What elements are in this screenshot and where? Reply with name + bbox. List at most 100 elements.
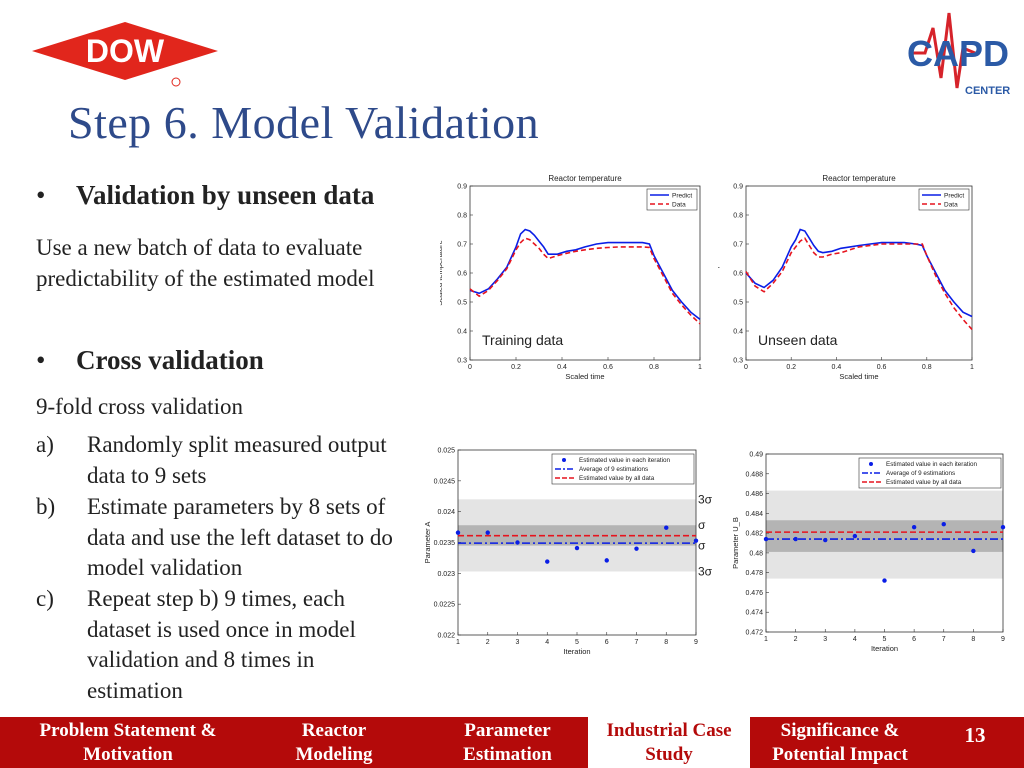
legend-box bbox=[858, 457, 1002, 489]
x-tick-label: 0.2 bbox=[511, 364, 521, 371]
y-tick-label: 0.025 bbox=[437, 448, 455, 455]
parameter-ub-chart: 1 2 3 4 5 6 7 8 9 0.472 0.474 0.476 0.478 0.48 0.482 0.… bbox=[731, 452, 1006, 653]
y-tick-label: 0.6 bbox=[457, 271, 467, 278]
legend-label: Estimated value in each iteration bbox=[579, 457, 671, 464]
y-tick-label: 0.024 bbox=[437, 509, 455, 516]
y-tick-label: 0.6 bbox=[733, 271, 743, 278]
bullet-text: Validation by unseen data bbox=[76, 180, 375, 210]
nav-reactor-modeling[interactable]: Reactor Modeling bbox=[295, 719, 373, 765]
y-axis-label: Scaled temperature bbox=[440, 240, 444, 305]
cv-subtitle: 9-fold cross validation bbox=[36, 394, 243, 419]
legend-label: Estimated value in each iteration bbox=[886, 461, 978, 468]
series-line-1 bbox=[745, 237, 973, 331]
capd-logo: CAPD CENTER bbox=[907, 12, 1010, 97]
data-point bbox=[941, 522, 946, 527]
x-axis-label: Scaled time bbox=[565, 372, 604, 381]
data-point bbox=[911, 524, 917, 530]
y-tick-label: 0.4 bbox=[457, 329, 467, 336]
chart-annotation: Unseen data bbox=[758, 332, 838, 348]
step-text: Randomly split measured output data to 9… bbox=[87, 432, 387, 488]
x-tick-label: 6 bbox=[605, 639, 609, 646]
legend-label: Average of 9 estimations bbox=[886, 470, 955, 477]
unseen-temperature-chart: 0 0.2 0.4 0.6 0.8 1 0.3 0.4 0.5 0.6 0.7 0.8 0.9 Scale… bbox=[718, 174, 974, 381]
y-tick-label: 0.9 bbox=[733, 184, 743, 191]
x-tick-label: 0.2 bbox=[786, 364, 796, 371]
x-tick-label: 0 bbox=[744, 364, 748, 371]
x-tick-label: 5 bbox=[883, 636, 887, 643]
nav-industrial-case-study[interactable]: Industrial Case Study bbox=[588, 717, 750, 768]
y-tick-label: 0.472 bbox=[745, 630, 763, 637]
y-tick-label: 0.478 bbox=[745, 570, 763, 577]
legend-label: Estimated value by all data bbox=[886, 479, 962, 486]
para-line: Use a new batch of data to evaluate bbox=[36, 235, 363, 260]
x-tick-label: 7 bbox=[942, 636, 946, 643]
x-tick-label: 1 bbox=[456, 639, 460, 646]
series-line-0 bbox=[745, 228, 973, 318]
x-tick-label: 1 bbox=[970, 364, 974, 371]
bullet-text: Cross validation bbox=[76, 345, 264, 375]
x-tick-label: 8 bbox=[971, 636, 975, 643]
y-tick-label: 0.0225 bbox=[434, 602, 456, 609]
y-tick-label: 0.48 bbox=[749, 550, 763, 557]
y-tick-label: 0.4 bbox=[733, 329, 743, 336]
x-tick-label: 3 bbox=[516, 639, 520, 646]
y-axis-label: Parameter U_B bbox=[731, 517, 740, 569]
nav-parameter-estimation[interactable]: Parameter Estimation bbox=[463, 719, 552, 765]
step-text: Repeat step b) 9 times, each dataset is … bbox=[87, 586, 356, 703]
x-axis-label: Scaled time bbox=[839, 372, 878, 381]
x-tick-label: 9 bbox=[694, 639, 698, 646]
sigma-label: 3σ bbox=[698, 564, 713, 578]
legend-swatch bbox=[869, 462, 873, 466]
data-point bbox=[1000, 524, 1006, 530]
x-tick-label: 0 bbox=[468, 364, 472, 371]
parameter-a-chart: 1 2 3 4 5 6 7 8 9 0.022 0.0225 0.023 0.0235 0.024 0.02… bbox=[423, 448, 713, 657]
legend-label: Predict bbox=[672, 193, 692, 200]
nav-significance-impact[interactable]: Significance & Potential Impact bbox=[772, 719, 908, 765]
y-tick-label: 0.484 bbox=[745, 511, 763, 518]
x-axis-label: Iteration bbox=[563, 647, 590, 656]
y-tick-label: 0.3 bbox=[733, 358, 743, 365]
data-point bbox=[971, 548, 976, 554]
y-tick-label: 0.488 bbox=[745, 471, 763, 478]
x-tick-label: 8 bbox=[664, 639, 668, 646]
y-tick-label: 0.476 bbox=[745, 590, 763, 597]
step-label: b) bbox=[36, 494, 56, 519]
bullet-dot: • bbox=[36, 345, 46, 375]
y-tick-label: 0.486 bbox=[745, 491, 763, 498]
data-point bbox=[823, 537, 828, 543]
x-tick-label: 2 bbox=[794, 636, 798, 643]
data-point bbox=[693, 538, 699, 543]
y-tick-label: 0.474 bbox=[745, 610, 763, 617]
y-tick-label: 0.023 bbox=[437, 571, 455, 578]
data-point bbox=[882, 578, 887, 583]
y-tick-label: 0.022 bbox=[437, 633, 455, 640]
y-axis-label: Parameter A bbox=[423, 522, 432, 564]
capd-logo-sub: CENTER bbox=[965, 85, 1010, 97]
x-tick-label: 2 bbox=[486, 639, 490, 646]
x-tick-label: 1 bbox=[698, 364, 702, 371]
x-tick-label: 0.6 bbox=[603, 364, 613, 371]
data-point bbox=[515, 540, 520, 545]
sigma-label: σ bbox=[698, 518, 706, 532]
chart-title: Reactor temperature bbox=[822, 174, 896, 183]
data-point bbox=[634, 546, 639, 551]
x-tick-label: 0.4 bbox=[832, 364, 842, 371]
y-axis-label: Scaled temperature bbox=[718, 240, 720, 305]
sigma-label: 3σ bbox=[698, 492, 713, 506]
y-tick-label: 0.49 bbox=[749, 452, 763, 459]
data-point bbox=[485, 530, 490, 535]
data-point bbox=[793, 536, 798, 542]
x-tick-label: 9 bbox=[1001, 636, 1005, 643]
nav-problem-statement[interactable]: Problem Statement & Motivation bbox=[39, 719, 217, 765]
legend-label: Data bbox=[944, 202, 958, 209]
data-point bbox=[455, 530, 461, 535]
x-tick-label: 0.8 bbox=[922, 364, 932, 371]
y-tick-label: 0.482 bbox=[745, 531, 763, 538]
data-point bbox=[763, 536, 769, 542]
data-point bbox=[545, 559, 550, 564]
chart-title: Reactor temperature bbox=[548, 174, 622, 183]
series-line-0 bbox=[469, 228, 701, 321]
series-line-1 bbox=[469, 237, 701, 325]
y-tick-label: 0.5 bbox=[733, 300, 743, 307]
x-tick-label: 7 bbox=[635, 639, 639, 646]
